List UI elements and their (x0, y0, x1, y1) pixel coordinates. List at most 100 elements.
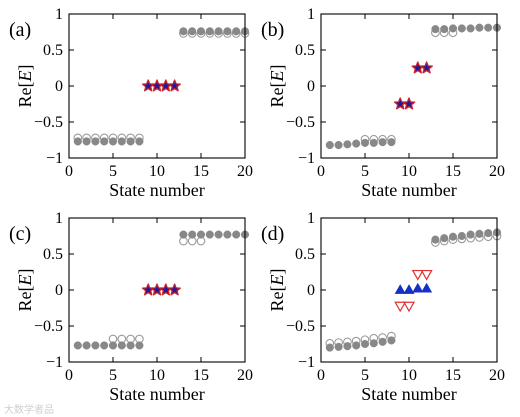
x-axis-title: State number (361, 180, 456, 200)
y-tick-label: 1 (307, 210, 315, 227)
plot-frame (68, 13, 246, 159)
panel-a: 0 5 10 15 20 −1 −0.5 0 0.5 1 (a) Re[E] State number (9, 6, 253, 200)
x-tick-label: 0 (65, 367, 73, 384)
x-tick-label: 0 (65, 163, 73, 180)
filled-circle-point (135, 341, 144, 350)
x-tick-label: 20 (489, 163, 505, 180)
x-axis-title: State number (109, 180, 204, 200)
x-tick-label: 20 (489, 367, 505, 384)
star-point (168, 283, 181, 296)
y-tick-label: −0.5 (286, 318, 315, 335)
filled-circle-point (387, 336, 396, 345)
filled-circle-point (369, 138, 378, 147)
filled-circle-point (378, 138, 387, 147)
filled-circle-point (100, 341, 109, 350)
triangle-down-point (402, 301, 416, 313)
panel-label: (c) (9, 223, 31, 245)
star-point (420, 61, 433, 74)
filled-circle-point (214, 27, 223, 36)
x-tick-label: 5 (361, 163, 369, 180)
filled-circle-point (466, 230, 475, 239)
watermark: 大数学者品 (4, 405, 54, 416)
x-tick-label: 0 (317, 163, 325, 180)
panel-label: (b) (261, 19, 284, 41)
plot-frame (320, 217, 498, 363)
x-tick-label: 15 (445, 367, 461, 384)
filled-circle-point (334, 140, 343, 150)
filled-circle-point (343, 342, 352, 351)
filled-circle-point (188, 230, 197, 239)
y-tick-label: 0.5 (43, 42, 63, 59)
filled-circle-point (369, 339, 378, 348)
filled-circle-point (126, 137, 135, 146)
y-tick-label: −0.5 (34, 114, 63, 131)
x-tick-label: 15 (193, 367, 209, 384)
filled-circle-point (179, 27, 188, 36)
filled-circle-point (117, 341, 126, 350)
filled-circle-point (484, 23, 493, 32)
filled-circle-point (196, 27, 206, 36)
y-tick-label: 0 (307, 78, 315, 95)
x-tick-label: 20 (237, 163, 253, 180)
x-tick-label: 10 (401, 367, 417, 384)
triangle-down-point (420, 269, 433, 281)
triangle-down-point (394, 301, 407, 313)
triangle-up-point (403, 284, 415, 294)
x-axis-title: State number (109, 384, 204, 404)
filled-circle-point (108, 341, 118, 350)
filled-circle-point (73, 341, 82, 350)
filled-circle-point (440, 234, 449, 243)
y-tick-label: 0 (307, 282, 315, 299)
filled-circle-point (73, 137, 82, 146)
y-tick-label: 0 (55, 282, 63, 299)
filled-circle-point (431, 25, 440, 34)
y-tick-label: 1 (55, 210, 63, 227)
panel-b: 0 5 10 15 20 −1 −0.5 0 0.5 1 (b) Re[E] State number (261, 6, 505, 200)
x-tick-label: 15 (193, 163, 209, 180)
star-point (168, 79, 181, 92)
filled-circle-point (82, 341, 91, 350)
filled-circle-point (475, 229, 484, 238)
filled-circle-point (325, 140, 334, 150)
filled-circle-point (334, 342, 343, 351)
filled-circle-point (188, 27, 197, 36)
filled-circle-point (475, 23, 484, 32)
x-tick-label: 10 (149, 163, 165, 180)
filled-circle-point (223, 230, 232, 239)
filled-circle-point (223, 27, 232, 36)
filled-circle-point (378, 337, 387, 346)
x-tick-label: 10 (149, 367, 165, 384)
x-tick-label: 15 (445, 163, 461, 180)
y-tick-label: 0 (55, 78, 63, 95)
filled-circle-point (387, 138, 396, 147)
y-axis-title: Re[E] (15, 269, 35, 312)
star-point (402, 97, 416, 110)
filled-circle-point (325, 343, 334, 352)
filled-circle-point (360, 339, 370, 349)
y-tick-label: 0.5 (43, 246, 63, 263)
filled-circle-point (352, 341, 361, 350)
filled-circle-point (91, 137, 100, 146)
filled-circle-point (457, 231, 466, 241)
y-tick-label: −1 (298, 150, 315, 167)
y-tick-label: 0.5 (295, 246, 315, 263)
y-tick-label: 1 (55, 6, 63, 23)
filled-circle-point (179, 230, 188, 239)
y-axis-title: Re[E] (267, 269, 287, 312)
y-tick-label: −1 (46, 354, 63, 371)
y-tick-label: 0.5 (295, 42, 315, 59)
y-axis-title: Re[E] (15, 65, 35, 108)
filled-circle-point (360, 138, 370, 147)
y-tick-label: −1 (46, 150, 63, 167)
x-axis-title: State number (361, 384, 456, 404)
filled-circle-point (440, 25, 449, 34)
filled-circle-point (82, 137, 91, 146)
filled-circle-point (466, 24, 475, 33)
y-tick-label: −0.5 (34, 318, 63, 335)
filled-circle-point (431, 235, 440, 244)
y-axis-title: Re[E] (267, 65, 287, 108)
filled-circle-point (135, 137, 144, 146)
x-tick-label: 20 (237, 367, 253, 384)
panel-label: (d) (261, 223, 284, 245)
